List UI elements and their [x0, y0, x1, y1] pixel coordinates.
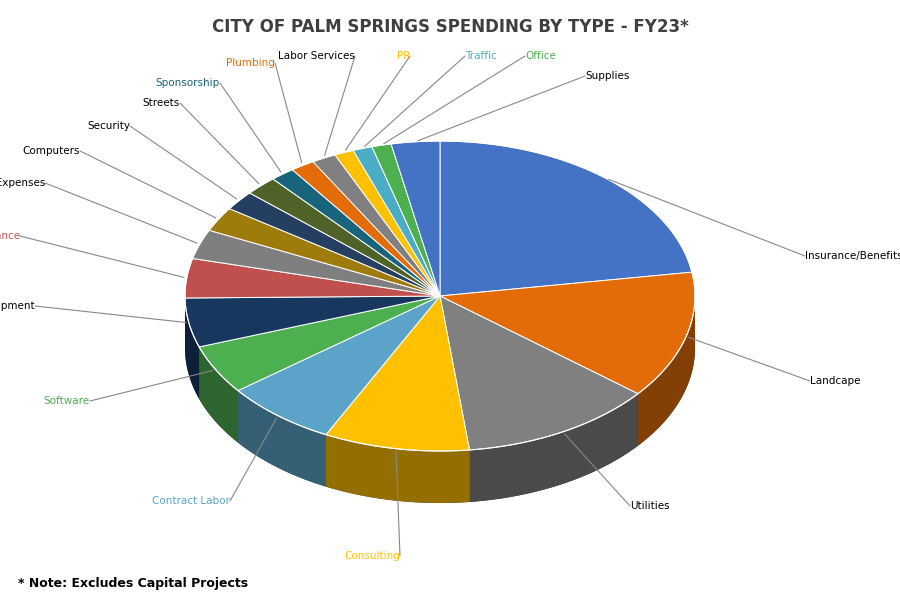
- Polygon shape: [193, 230, 440, 296]
- Polygon shape: [185, 296, 440, 350]
- Polygon shape: [185, 296, 440, 350]
- Polygon shape: [440, 296, 638, 450]
- Polygon shape: [638, 297, 695, 446]
- Text: Software: Software: [44, 396, 90, 406]
- Polygon shape: [185, 258, 440, 298]
- Polygon shape: [238, 296, 440, 442]
- Polygon shape: [249, 179, 440, 296]
- Polygon shape: [185, 296, 695, 503]
- Text: Labor Services: Labor Services: [278, 51, 355, 61]
- Polygon shape: [209, 208, 440, 296]
- Text: Maintenance: Maintenance: [0, 231, 20, 241]
- Polygon shape: [392, 141, 440, 296]
- Text: Consulting: Consulting: [344, 551, 400, 561]
- Text: Plumbing: Plumbing: [226, 58, 275, 68]
- Polygon shape: [199, 296, 440, 399]
- Polygon shape: [440, 141, 692, 296]
- Polygon shape: [238, 390, 326, 486]
- Polygon shape: [440, 296, 470, 502]
- Polygon shape: [335, 150, 440, 296]
- Polygon shape: [273, 170, 440, 296]
- Text: Traffic: Traffic: [465, 51, 497, 61]
- Polygon shape: [326, 296, 440, 486]
- Polygon shape: [199, 296, 440, 399]
- Text: Landcape: Landcape: [810, 376, 860, 386]
- Polygon shape: [372, 144, 440, 296]
- Polygon shape: [199, 296, 440, 390]
- Polygon shape: [326, 296, 470, 451]
- Text: Equipment: Equipment: [0, 301, 35, 311]
- Text: Computers: Computers: [22, 146, 80, 156]
- Text: CITY OF PALM SPRINGS SPENDING BY TYPE - FY23*: CITY OF PALM SPRINGS SPENDING BY TYPE - …: [212, 18, 688, 36]
- Polygon shape: [440, 272, 695, 393]
- Polygon shape: [440, 296, 638, 446]
- Polygon shape: [199, 347, 238, 442]
- Polygon shape: [238, 296, 440, 442]
- Text: Streets: Streets: [143, 98, 180, 108]
- Text: Sponsorship: Sponsorship: [156, 78, 220, 88]
- Text: Insurance/Benefits: Insurance/Benefits: [805, 251, 900, 261]
- Polygon shape: [470, 393, 638, 502]
- Polygon shape: [185, 296, 440, 347]
- Text: Utilities: Utilities: [630, 501, 670, 511]
- Text: Office: Office: [525, 51, 556, 61]
- Text: * Note: Excludes Capital Projects: * Note: Excludes Capital Projects: [18, 577, 248, 590]
- Text: Vehicle Expenses: Vehicle Expenses: [0, 178, 45, 188]
- Polygon shape: [326, 296, 440, 486]
- Text: Contract Labor: Contract Labor: [152, 496, 230, 506]
- Polygon shape: [230, 193, 440, 296]
- Polygon shape: [238, 296, 440, 434]
- Polygon shape: [326, 434, 470, 503]
- Polygon shape: [440, 296, 638, 446]
- Polygon shape: [313, 155, 440, 296]
- Polygon shape: [185, 298, 199, 399]
- Polygon shape: [440, 296, 470, 502]
- Text: PR: PR: [397, 51, 410, 61]
- Text: Security: Security: [87, 121, 130, 131]
- Polygon shape: [353, 147, 440, 296]
- Polygon shape: [292, 161, 440, 296]
- Text: Supplies: Supplies: [585, 71, 629, 81]
